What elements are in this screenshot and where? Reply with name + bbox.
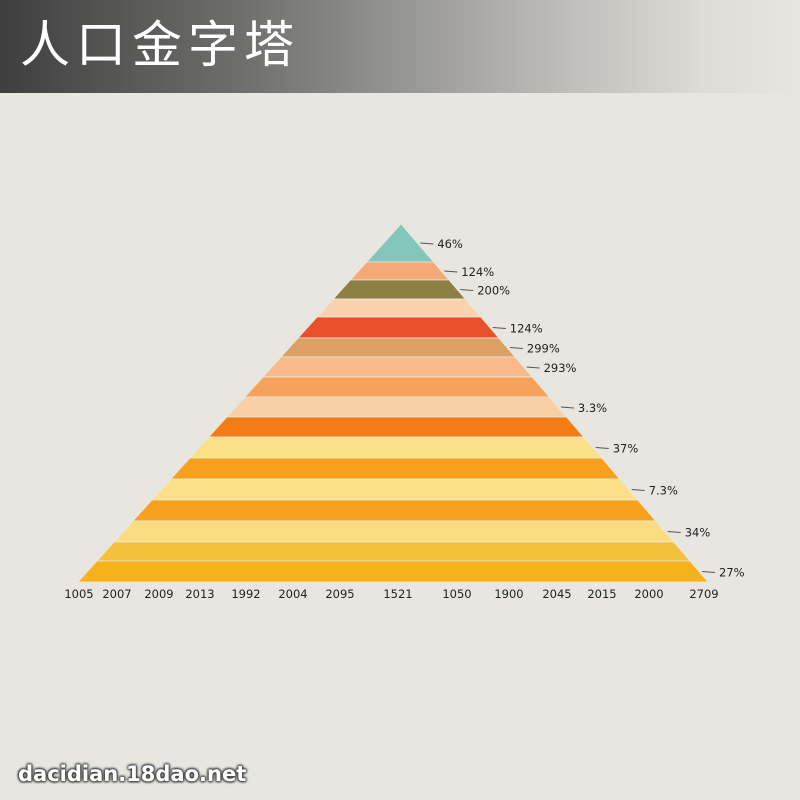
pyramid-band-3 [332, 279, 467, 300]
x-axis-tick-labels: 1005 2007 2009 2013 1992 2004 2095 1521 1050 1900… [64, 587, 718, 601]
annotation-label: 293% [544, 361, 577, 375]
pyramid-band-5 [297, 316, 500, 339]
annotation-label: 27% [719, 566, 745, 580]
annotation-leader-line [420, 242, 434, 245]
pyramid-band-10 [207, 416, 585, 438]
pyramid-band-11 [189, 436, 603, 459]
annotation-leader-line [509, 347, 523, 349]
annotation-leader-line [492, 327, 506, 329]
x-tick-label: 2013 [185, 587, 214, 601]
title-banner: 人口金字塔 [0, 0, 800, 93]
x-tick-label: 1521 [383, 587, 412, 601]
annotation-leader-line [701, 571, 716, 573]
annotation-leader-line [560, 406, 574, 409]
annotation-label: 200% [477, 284, 510, 298]
annotation-leader-line [460, 289, 474, 291]
pyramid-band-13 [151, 478, 639, 501]
annotation-label: 299% [527, 342, 560, 356]
annotation-leader-line [667, 531, 681, 533]
pyramid-band-17 [77, 560, 709, 583]
pyramid-band-15 [113, 520, 675, 543]
pyramid-band-14 [132, 499, 657, 522]
pyramid-band-9 [226, 396, 568, 418]
annotation-label: 3.3% [578, 401, 607, 415]
annotation-leader-line [444, 270, 458, 273]
pyramid-band-7 [262, 356, 534, 378]
annotation-label: 34% [685, 526, 711, 540]
pyramid-band-16 [95, 541, 691, 562]
annotation-leader-line [595, 447, 609, 449]
x-tick-label: 2000 [634, 587, 663, 601]
pyramid-band-8 [243, 376, 551, 398]
pyramid-band-4 [316, 298, 482, 318]
watermark: dacidian.18dao.net [18, 762, 247, 786]
x-tick-label: 2015 [587, 587, 616, 601]
pyramid-bands [77, 223, 709, 583]
x-tick-label: 2045 [542, 587, 571, 601]
x-tick-label: 2095 [325, 587, 354, 601]
x-tick-label: 1005 [64, 587, 93, 601]
annotation-leader-line [631, 489, 645, 491]
annotation-leader-line [526, 366, 540, 369]
x-tick-label: 2709 [689, 587, 718, 601]
x-tick-label: 2007 [102, 587, 131, 601]
x-tick-label: 1050 [442, 587, 471, 601]
x-tick-label: 1900 [494, 587, 523, 601]
pyramid-band-2 [349, 261, 450, 281]
x-tick-label: 2004 [278, 587, 307, 601]
x-tick-label: 2009 [144, 587, 173, 601]
pyramid-band-6 [280, 337, 516, 358]
pyramid-band-12 [169, 457, 621, 480]
x-tick-label: 1992 [231, 587, 260, 601]
annotation-label: 7.3% [649, 484, 678, 498]
annotation-label: 46% [437, 237, 463, 251]
annotation-label: 124% [510, 322, 543, 336]
page-title: 人口金字塔 [20, 16, 300, 74]
annotation-label: 124% [461, 265, 494, 279]
annotation-label: 37% [613, 442, 639, 456]
pyramid-annotations: 46% 124% 200% 124% 299% 293% 3.3% 37% 7.3% 34% 27% [420, 237, 745, 580]
